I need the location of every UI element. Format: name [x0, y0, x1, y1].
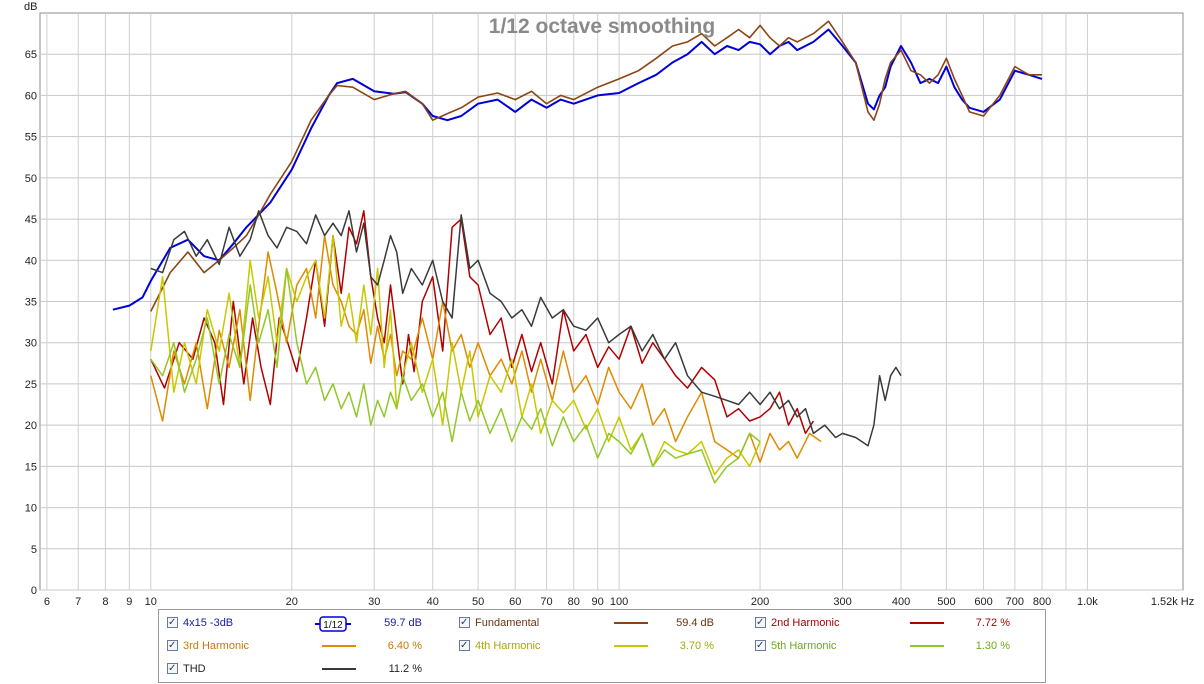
legend-swatch [614, 622, 648, 624]
y-tick-label: 50 [25, 173, 37, 185]
legend-series-name: 5th Harmonic [771, 640, 837, 652]
smoothing-badge[interactable]: 1/12 [315, 616, 351, 632]
legend-entry-3rd-harmonic: 3rd Harmonic 6.40 % [167, 638, 447, 654]
y-tick-label: 0 [31, 585, 37, 597]
series-layer [112, 20, 1043, 484]
legend-checkbox[interactable] [459, 638, 470, 654]
x-tick-label: 40 [427, 596, 439, 608]
x-tick-label: 400 [892, 596, 910, 608]
y-axis-label: dB [24, 1, 37, 13]
y-tick-label: 30 [25, 338, 37, 350]
x-tick-label: 700 [1006, 596, 1024, 608]
x-tick-label: 100 [610, 596, 628, 608]
y-tick-label: 20 [25, 420, 37, 432]
x-tick-label: 6 [44, 596, 50, 608]
y-tick-label: 45 [25, 214, 37, 226]
y-tick-label: 60 [25, 90, 37, 102]
legend-series-value: 59.7 dB [384, 617, 422, 629]
legend-entry-fundamental: Fundamental 59.4 dB [459, 615, 739, 631]
y-tick-label: 15 [25, 461, 37, 473]
legend-checkbox[interactable] [167, 661, 178, 677]
legend-entry-2nd-harmonic: 2nd Harmonic 7.72 % [755, 615, 1035, 631]
series-line-2nd-harmonic [150, 210, 815, 435]
x-tick-label: 30 [368, 596, 380, 608]
y-tick-label: 35 [25, 297, 37, 309]
legend-checkbox[interactable] [167, 638, 178, 654]
legend-swatch [910, 645, 944, 647]
legend-series-name: 2nd Harmonic [771, 617, 840, 629]
series-line-3rd-harmonic [150, 234, 822, 463]
series-line-5th-harmonic [150, 267, 761, 484]
series-line-thd [150, 210, 902, 447]
axis-layer: 0 5 10 15 20 25 30 35 40 45 50 55 60 65 6 7 8 9 10 20 30 40 50… [25, 49, 1195, 608]
x-tick-label: 10 [145, 596, 157, 608]
legend-series-name: Fundamental [475, 617, 540, 629]
x-tick-label: 800 [1033, 596, 1051, 608]
x-tick-label: 60 [509, 596, 521, 608]
x-tick-label: 500 [937, 596, 955, 608]
x-tick-label: 9 [126, 596, 132, 608]
legend-series-value: 59.4 dB [676, 617, 714, 629]
chart-title: 1/12 octave smoothing [489, 15, 715, 38]
x-tick-label: 80 [568, 596, 580, 608]
x-tick-label: 50 [472, 596, 484, 608]
legend-series-value: 11.2 % [388, 663, 422, 675]
legend-series-value: 3.70 % [679, 640, 714, 652]
legend-checkbox[interactable] [459, 615, 470, 631]
legend-checkbox[interactable] [755, 615, 766, 631]
series-line-fundamental [150, 20, 1042, 312]
legend-swatch [910, 622, 944, 624]
legend-entry-4th-harmonic: 4th Harmonic 3.70 % [459, 638, 739, 654]
y-tick-label: 65 [25, 49, 37, 61]
legend-series-name: 4th Harmonic [475, 640, 541, 652]
x-tick-label: 7 [75, 596, 81, 608]
plot-background [0, 0, 1204, 608]
legend-series-name: THD [183, 663, 206, 675]
legend-swatch [322, 668, 356, 670]
x-tick-label: 600 [974, 596, 992, 608]
legend-swatch [614, 645, 648, 647]
x-tick-label: 90 [592, 596, 604, 608]
x-tick-label: 8 [102, 596, 108, 608]
legend-series-name: 3rd Harmonic [183, 640, 250, 652]
x-tick-label: 200 [751, 596, 769, 608]
legend-swatch [322, 645, 356, 647]
y-tick-label: 55 [25, 132, 37, 144]
x-tick-label: 300 [833, 596, 851, 608]
legend-checkbox[interactable] [167, 615, 178, 631]
x-tick-label: 70 [540, 596, 552, 608]
frequency-response-chart: 0 5 10 15 20 25 30 35 40 45 50 55 60 65 6 7 8 9 10 20 30 40 50… [0, 0, 1204, 608]
x-tick-label: 20 [286, 596, 298, 608]
x-tick-label: 1.52k Hz [1151, 596, 1194, 608]
legend-panel: 4x15 -3dB 1/12 59.7 dB Fundamental 59.4 dB 2n… [158, 609, 1046, 683]
y-tick-label: 40 [25, 255, 37, 267]
series-line-4x15-3db [112, 28, 1043, 311]
legend-entry-thd: THD 11.2 % [167, 661, 447, 677]
smoothing-badge-label: 1/12 [323, 620, 343, 631]
legend-checkbox[interactable] [755, 638, 766, 654]
legend-series-value: 6.40 % [387, 640, 422, 652]
legend-entry-5th-harmonic: 5th Harmonic 1.30 % [755, 638, 1035, 654]
legend-entry-4x15-3db: 4x15 -3dB 1/12 59.7 dB [167, 615, 447, 632]
grid [39, 12, 1184, 591]
legend-series-value: 1.30 % [975, 640, 1010, 652]
y-tick-label: 5 [31, 544, 37, 556]
legend-series-name: 4x15 -3dB [183, 617, 234, 629]
y-tick-label: 25 [25, 379, 37, 391]
y-tick-label: 10 [25, 503, 37, 515]
x-tick-label: 1.0k [1077, 596, 1098, 608]
legend-series-value: 7.72 % [975, 617, 1010, 629]
